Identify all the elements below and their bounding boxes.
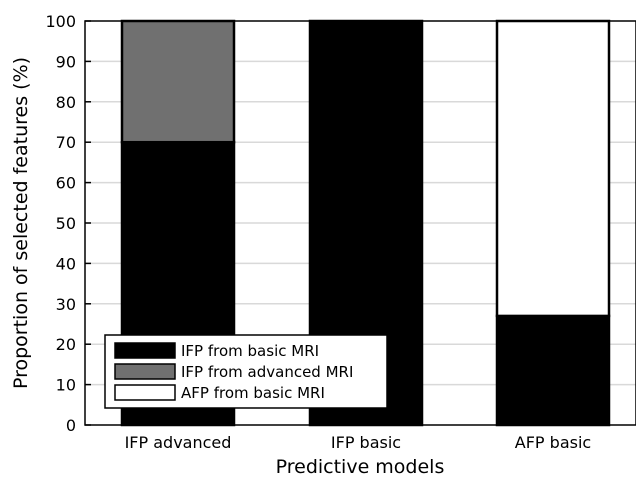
y-tick-label: 0	[66, 416, 76, 435]
y-tick-label: 70	[56, 133, 76, 152]
bar-afp-basic-series-0	[495, 314, 611, 427]
y-axis-ticks: 0 10 20 30 40 50 60 70 80 90 100	[45, 12, 91, 435]
y-tick-label: 40	[56, 254, 76, 273]
y-tick-label: 30	[56, 295, 76, 314]
y-axis-title: Proportion of selected features (%)	[10, 57, 32, 389]
legend-label: AFP from basic MRI	[181, 384, 325, 402]
x-axis-title: Predictive models	[276, 456, 445, 478]
y-tick-label: 90	[56, 52, 76, 71]
y-tick-label: 60	[56, 174, 76, 193]
y-tick-label: 10	[56, 376, 76, 395]
legend-swatch	[114, 363, 176, 380]
bar-ifp-advanced-series-1	[120, 19, 236, 144]
legend: IFP from basic MRI IFP from advanced MRI A…	[104, 334, 388, 409]
legend-swatch	[114, 342, 176, 359]
y-tick-label: 80	[56, 93, 76, 112]
bar-afp-basic-series-2	[495, 19, 611, 318]
y-tick-label: 20	[56, 335, 76, 354]
x-axis-ticks: IFP advanced IFP basic AFP basic	[125, 419, 591, 452]
legend-swatch	[114, 384, 176, 401]
x-tick-label: AFP basic	[515, 433, 591, 452]
y-tick-label: 100	[45, 12, 76, 31]
x-tick-label: IFP advanced	[125, 433, 232, 452]
bars	[120, 19, 611, 427]
x-tick-label: IFP basic	[331, 433, 401, 452]
y-tick-label: 50	[56, 214, 76, 233]
legend-label: IFP from basic MRI	[181, 342, 319, 360]
legend-label: IFP from advanced MRI	[181, 363, 353, 381]
